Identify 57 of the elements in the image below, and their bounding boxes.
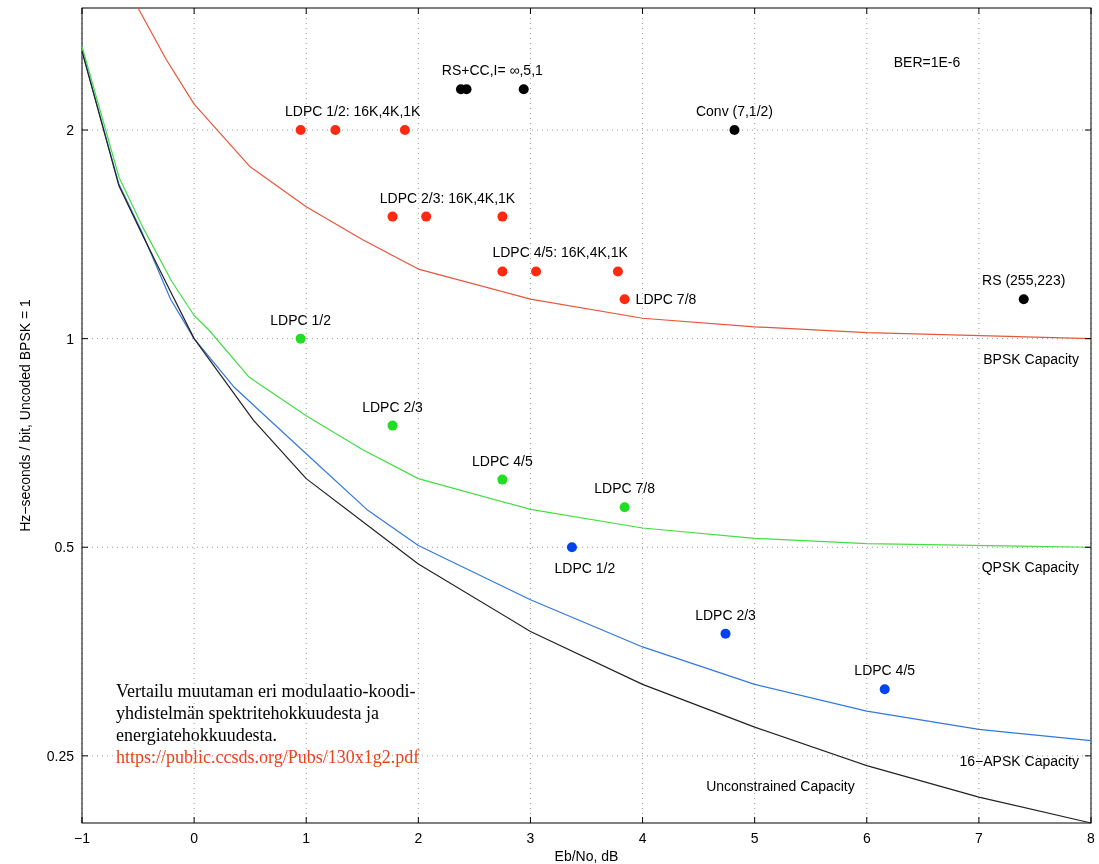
point — [330, 125, 341, 136]
series-label: LDPC 2/3 — [362, 398, 424, 415]
y-tick-label: 1 — [66, 330, 75, 347]
point — [1018, 294, 1029, 305]
point — [497, 266, 508, 277]
point — [387, 420, 398, 431]
annotation: BPSK Capacity — [983, 350, 1079, 367]
series-label: LDPC 7/8 — [635, 291, 697, 308]
x-axis-title: Eb/No, dB — [554, 848, 619, 864]
x-tick-label: 6 — [862, 830, 871, 846]
point — [497, 211, 508, 222]
annotation: Vertailu muutaman eri modulaatio-koodi-yhdistelmän spektritehokkuudesta ja energiatehokkuudesta. — [116, 681, 416, 745]
annotation: BER=1E-6 — [893, 54, 961, 70]
point — [399, 125, 410, 136]
series-label: LDPC 2/3 — [695, 606, 757, 623]
x-tick-label: 2 — [414, 830, 423, 846]
annotation: QPSK Capacity — [981, 559, 1079, 576]
point — [619, 294, 630, 305]
series-label: LDPC 4/5 — [854, 662, 916, 679]
point — [518, 84, 529, 95]
point — [729, 125, 740, 136]
annotation: 16−APSK Capacity — [959, 752, 1079, 769]
x-tick-label: 8 — [1087, 830, 1096, 846]
point — [387, 211, 398, 222]
x-tick-label: 4 — [638, 830, 647, 846]
y-tick-label: 2 — [66, 122, 75, 139]
series-label: Conv (7,1/2) — [695, 103, 774, 120]
x-tick-label: 0 — [190, 830, 199, 846]
point — [720, 628, 731, 639]
point — [421, 211, 432, 222]
series-label: LDPC 4/5: 16K,4K,1K — [492, 244, 629, 261]
x-tick-label: −1 — [74, 830, 91, 846]
series-label: LDPC 2/3: 16K,4K,1K — [379, 189, 516, 206]
point — [531, 266, 542, 277]
point — [497, 474, 508, 485]
point — [619, 502, 630, 513]
annotation: Unconstrained Capacity — [706, 777, 855, 794]
x-tick-label: 5 — [750, 830, 759, 846]
point — [566, 542, 577, 553]
series-label: LDPC 1/2: 16K,4K,1K — [285, 103, 422, 120]
x-tick-label: 7 — [974, 830, 983, 846]
series-label: LDPC 7/8 — [594, 480, 656, 497]
series-label: LDPC 1/2 — [270, 311, 332, 328]
y-tick-label: 0.25 — [46, 747, 75, 764]
series-label: LDPC 1/2 — [554, 560, 616, 577]
point — [295, 125, 306, 136]
point — [879, 684, 890, 695]
y-axis-title: Hz−seconds / bit, Uncoded BPSK = 1 — [17, 298, 33, 532]
x-tick-label: 3 — [526, 830, 535, 846]
series-label: RS+CC,I= ∞,5,1 — [441, 62, 544, 79]
series-label: LDPC 4/5 — [472, 452, 533, 469]
annotation: https://public.ccsds.org/Pubs/130x1g2.pdf — [116, 747, 420, 767]
point — [295, 333, 306, 344]
y-tick-label: 0.5 — [54, 539, 75, 556]
series-label: RS (255,223) — [982, 272, 1066, 289]
point — [612, 266, 623, 277]
x-tick-label: 1 — [302, 830, 311, 846]
